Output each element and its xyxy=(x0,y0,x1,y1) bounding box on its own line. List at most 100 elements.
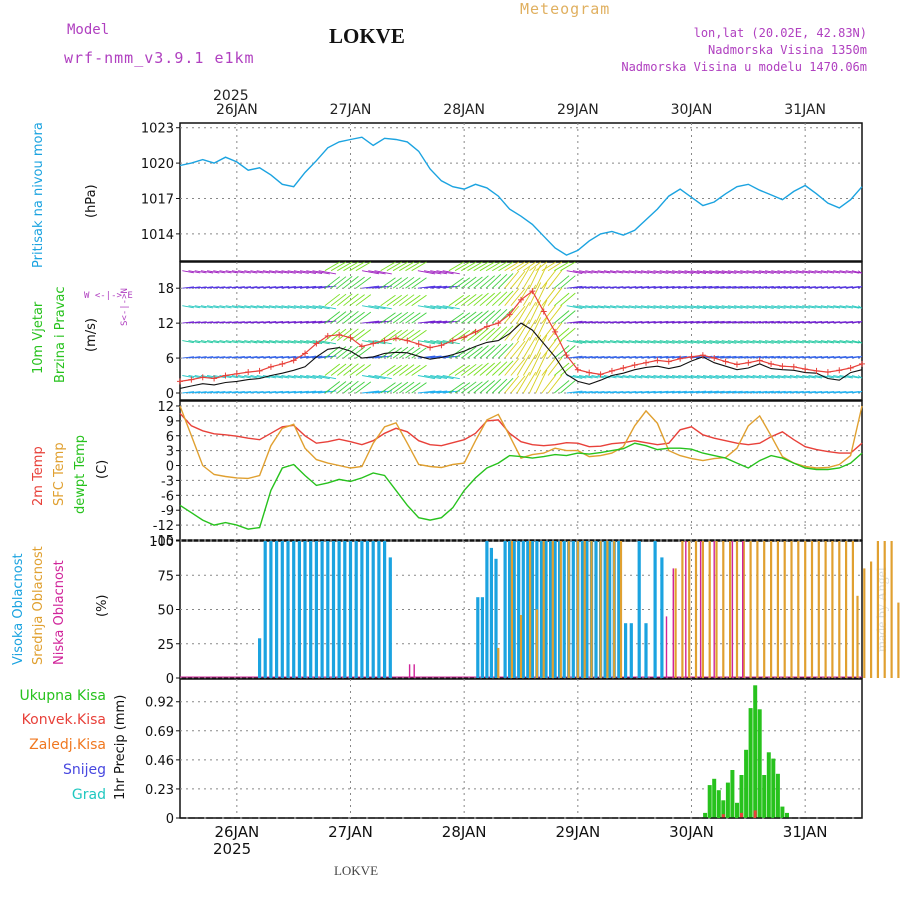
wind-arrow xyxy=(213,321,226,324)
cloud-ytick-label: 25 xyxy=(157,638,174,653)
cloud-bar-high xyxy=(526,541,530,678)
wind-arrow xyxy=(703,320,719,324)
wind-arrow xyxy=(653,285,669,289)
cloud-ylabel-2: Srednja Oblacnost xyxy=(31,546,46,665)
wind-arrow xyxy=(777,375,792,379)
wind-arrow xyxy=(219,270,232,274)
wind-arrow xyxy=(771,390,786,394)
wind-arrow xyxy=(337,293,353,307)
wind-arrow xyxy=(696,375,713,379)
wind-arrow xyxy=(765,270,780,274)
wind-arrow xyxy=(672,305,687,309)
wind-arrow xyxy=(498,325,514,341)
wind-arrow xyxy=(857,390,863,394)
wind-arrow xyxy=(424,375,442,380)
wind-arrow xyxy=(796,305,810,309)
wind-arrow xyxy=(238,391,252,394)
wind-arrow xyxy=(219,340,232,344)
wind-arrow xyxy=(634,270,650,274)
cloud-bar-high xyxy=(558,541,562,678)
wind-arrow xyxy=(765,285,781,289)
wind-arrow xyxy=(473,292,489,307)
altitude-text: Nadmorska Visina 1350m xyxy=(708,43,867,57)
cloud-bar-mid xyxy=(810,541,814,678)
wind-arrow xyxy=(678,375,694,379)
wind-arrow xyxy=(225,270,239,274)
wind-arrow xyxy=(256,375,270,379)
wind-arrow xyxy=(857,375,863,379)
wind-arrow xyxy=(603,270,617,274)
wind-arrow xyxy=(535,369,548,394)
wind-arrow xyxy=(244,340,258,344)
wind-arrow xyxy=(541,357,557,376)
wind-arrow xyxy=(641,320,656,324)
wind-arrow xyxy=(771,375,786,379)
wind-arrow xyxy=(820,321,835,324)
wind-arrow xyxy=(665,305,681,309)
wind-arrow xyxy=(355,261,372,272)
wind-arrow xyxy=(684,375,700,379)
wind-arrow xyxy=(647,270,662,274)
wind-arrow xyxy=(746,305,761,309)
cloud-bar-mid xyxy=(551,541,554,678)
wind-arrow xyxy=(765,305,780,309)
wind-arrow xyxy=(231,286,245,289)
wind-arrow xyxy=(269,270,283,274)
xtick-label-top: 26JAN xyxy=(216,102,258,118)
precip-bar-total xyxy=(775,773,780,818)
wind-arrow xyxy=(572,305,587,309)
wind-arrow xyxy=(461,276,477,289)
wind-arrow xyxy=(219,321,232,324)
wind-arrow xyxy=(213,305,226,309)
wind-arrow xyxy=(479,362,495,376)
wind-arrow xyxy=(839,340,853,344)
wind-arrow xyxy=(579,355,593,359)
cloud-bar-low xyxy=(699,541,702,678)
cloud-bar-high xyxy=(258,638,262,678)
wind-arrow xyxy=(715,375,731,379)
wind-arrow xyxy=(659,375,675,379)
cloud-bar-low xyxy=(408,664,411,678)
wind-arrow xyxy=(454,364,471,376)
wind-arrow xyxy=(417,285,436,289)
wind-arrow xyxy=(814,340,828,344)
cloud-bar-high xyxy=(354,541,358,678)
wind-arrow xyxy=(585,321,599,324)
wind-arrow xyxy=(622,286,637,289)
wind-arrow xyxy=(225,340,239,344)
wind-arrow xyxy=(783,355,798,359)
xtick-label-top: 31JAN xyxy=(784,102,826,118)
precip-bar-total xyxy=(744,749,749,818)
wind-arrow xyxy=(504,375,520,394)
wind-arrow xyxy=(510,261,526,272)
wind-arrow xyxy=(337,328,353,341)
temp-ytick-label: 6 xyxy=(166,430,174,445)
wind-arrow xyxy=(709,390,725,394)
wind-arrow xyxy=(857,340,863,344)
wind-arrow xyxy=(293,285,309,289)
wind-arrow xyxy=(740,375,755,379)
wind-ytick-label: 6 xyxy=(166,352,174,367)
wind-arrow xyxy=(231,356,245,359)
wind-arrow xyxy=(703,375,719,379)
wind-arrow xyxy=(306,305,323,310)
wind-arrow xyxy=(244,356,258,359)
wind-arrow xyxy=(405,261,421,272)
wind-arrow xyxy=(678,270,694,274)
wind-arrow xyxy=(287,305,302,309)
wind-arrow xyxy=(256,286,271,289)
wind-arrow xyxy=(622,340,637,344)
wind-arrow xyxy=(424,320,442,324)
wind-arrow xyxy=(306,340,323,344)
wind-arrow xyxy=(734,375,749,379)
wind-arrow xyxy=(665,375,681,379)
wind-arrow xyxy=(411,277,427,289)
wind-arrow xyxy=(430,320,448,324)
wind-arrow xyxy=(454,277,471,289)
cloud-bar-low xyxy=(685,541,687,678)
cloud-bar-high xyxy=(608,541,612,678)
cloud-bar-mid xyxy=(763,541,766,678)
wind-arrow xyxy=(727,285,743,289)
cloud-bar-low xyxy=(731,541,734,678)
wind-arrow xyxy=(368,375,386,380)
